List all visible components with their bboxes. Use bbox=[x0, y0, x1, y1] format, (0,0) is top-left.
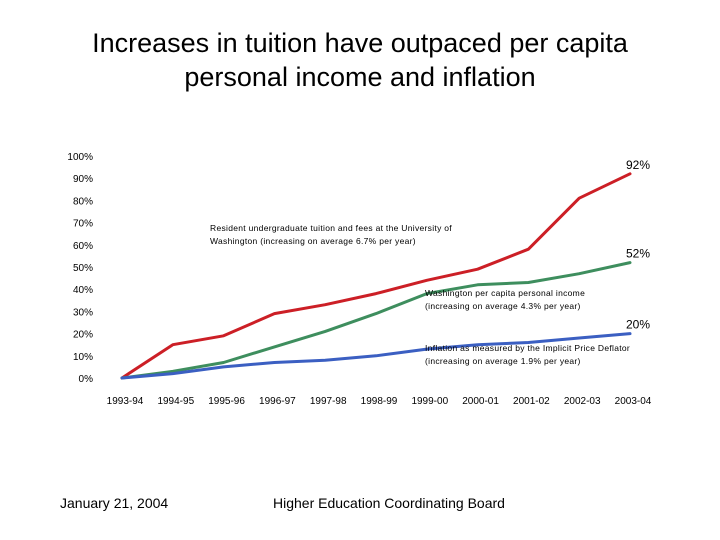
x-tick-label: 1993-94 bbox=[107, 396, 144, 407]
x-tick-label: 1999-00 bbox=[411, 396, 448, 407]
series-line-1 bbox=[120, 172, 632, 380]
series-annotations: Resident undergraduate tuition and fees … bbox=[210, 223, 630, 366]
series-end-label-2: 52% bbox=[626, 247, 650, 261]
x-tick-label: 2003-04 bbox=[615, 396, 652, 407]
series-annotation-3: (increasing on average 1.9% per year) bbox=[425, 356, 581, 366]
x-tick-label: 2002-03 bbox=[564, 396, 601, 407]
x-tick-label: 2000-01 bbox=[462, 396, 499, 407]
footer-organization: Higher Education Coordinating Board bbox=[273, 495, 505, 511]
title-line-1: Increases in tuition have outpaced per c… bbox=[92, 28, 628, 58]
series-annotation-1: Washington (increasing on average 6.7% p… bbox=[210, 236, 416, 246]
x-tick-label: 1998-99 bbox=[361, 396, 398, 407]
y-tick-label: 0% bbox=[79, 374, 94, 385]
x-tick-label: 1997-98 bbox=[310, 396, 347, 407]
y-tick-label: 10% bbox=[73, 352, 93, 363]
x-tick-label: 1994-95 bbox=[157, 396, 194, 407]
y-tick-label: 100% bbox=[67, 152, 93, 163]
x-tick-label: 1995-96 bbox=[208, 396, 245, 407]
series-end-labels: 92% 52% 20% bbox=[626, 158, 650, 332]
y-tick-label: 30% bbox=[73, 307, 93, 318]
footer-date: January 21, 2004 bbox=[60, 495, 169, 511]
y-tick-label: 20% bbox=[73, 330, 93, 341]
series-end-label-1: 92% bbox=[626, 158, 650, 172]
series-annotation-2: Washington per capita personal income bbox=[425, 288, 585, 298]
title-line-2: personal income and inflation bbox=[184, 62, 536, 92]
y-tick-label: 40% bbox=[73, 285, 93, 296]
y-tick-label: 80% bbox=[73, 196, 93, 207]
x-axis-tick-labels: 1993-94 1994-95 1995-96 1996-97 1997-98 1998-… bbox=[107, 396, 652, 407]
x-tick-label: 2001-02 bbox=[513, 396, 550, 407]
series-annotation-2: (increasing on average 4.3% per year) bbox=[425, 301, 581, 311]
y-tick-label: 60% bbox=[73, 241, 93, 252]
chart-title: Increases in tuition have outpaced per c… bbox=[40, 26, 680, 94]
y-tick-label: 70% bbox=[73, 219, 93, 230]
x-tick-label: 1996-97 bbox=[259, 396, 296, 407]
y-tick-label: 50% bbox=[73, 263, 93, 274]
series-lines bbox=[120, 172, 632, 380]
series-annotation-1: Resident undergraduate tuition and fees … bbox=[210, 223, 452, 233]
series-line-3 bbox=[120, 332, 632, 380]
series-annotation-3: Inflation as measured by the Implicit Pr… bbox=[425, 343, 630, 353]
series-line-2 bbox=[120, 261, 632, 380]
series-end-label-3: 20% bbox=[626, 318, 650, 332]
y-axis-tick-labels: 0% 10% 20% 30% 40% 50% 60% 70% 80% 90% 100% bbox=[67, 152, 93, 385]
y-tick-label: 90% bbox=[73, 174, 93, 185]
